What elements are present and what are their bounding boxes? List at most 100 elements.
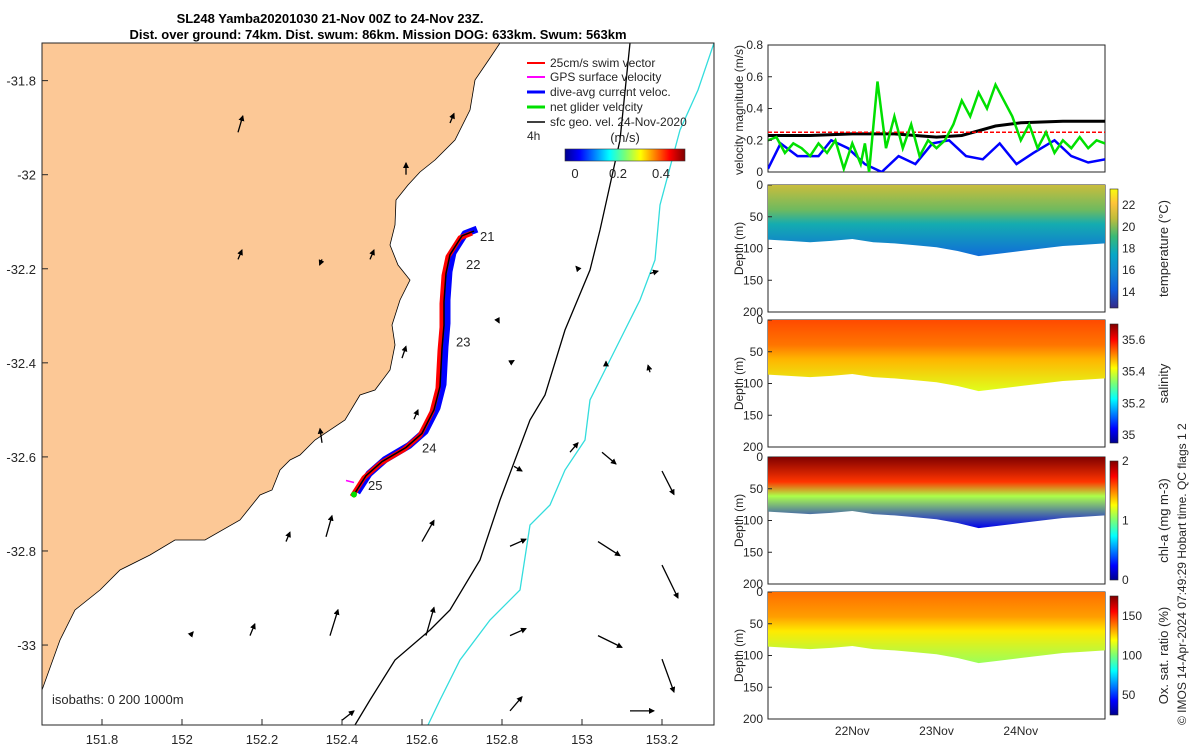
geo-velocity-arrow bbox=[249, 622, 256, 636]
oxygen-ytick-label: 150 bbox=[743, 680, 763, 694]
day-label: 25 bbox=[368, 478, 382, 493]
day-label: 23 bbox=[456, 335, 470, 350]
isobaths-note: isobaths: 0 200 1000m bbox=[52, 692, 184, 707]
chart-title-line2: Dist. over ground: 74km. Dist. swum: 86k… bbox=[129, 27, 626, 42]
geo-velocity-arrow bbox=[421, 519, 435, 542]
salinity-ytick-label: 100 bbox=[743, 377, 763, 391]
geo-velocity-arrow bbox=[646, 364, 653, 373]
legend-4h-label: 4h bbox=[527, 129, 540, 143]
temperature-ytick-label: 200 bbox=[743, 305, 763, 319]
chla-cbtick-label: 1 bbox=[1122, 514, 1129, 528]
glider-track bbox=[345, 225, 479, 498]
colorbar-tick-1: 0.2 bbox=[609, 166, 627, 181]
geo-velocity-arrow bbox=[425, 606, 436, 636]
time-xtick-label: 22Nov bbox=[835, 724, 870, 738]
temperature-cblabel: temperature (°C) bbox=[1156, 200, 1171, 297]
velocity-panel: 0 0.2 0.4 0.6 0.8 velocity magnitude (m/s) bbox=[732, 38, 1106, 179]
map-x-ticks: 151.8 152 152.2 152.4 152.6 152.8 153 153.2 bbox=[86, 719, 678, 747]
geo-velocity-arrow bbox=[341, 710, 355, 721]
geo-velocity-arrow bbox=[569, 442, 579, 453]
temperature-ytick-label: 0 bbox=[756, 178, 763, 192]
velocity-ytick-label: 0 bbox=[756, 165, 763, 179]
map-frame bbox=[41, 42, 715, 726]
geo-velocity-arrow bbox=[661, 658, 676, 694]
chla-ytick-label: 100 bbox=[743, 514, 763, 528]
geo-velocity-arrow bbox=[508, 359, 515, 366]
chla-ytick-label: 0 bbox=[756, 450, 763, 464]
geo-velocity-arrow bbox=[449, 112, 455, 124]
chla-cblabel: chl-a (mg m-3) bbox=[1156, 478, 1171, 563]
oxygen-ytick-label: 100 bbox=[743, 649, 763, 663]
legend-swim-vector-label: 25cm/s swim vector bbox=[550, 56, 655, 70]
day-label: 24 bbox=[422, 440, 436, 455]
sfc-geo-velocity-arrows bbox=[187, 112, 679, 721]
chla-cbtick-label: 2 bbox=[1122, 454, 1129, 468]
oxygen-cbtick-label: 100 bbox=[1122, 649, 1142, 663]
geo-velocity-arrow bbox=[509, 538, 527, 547]
temperature-ylabel: Depth (m) bbox=[732, 222, 746, 275]
day-label: 21 bbox=[480, 229, 494, 244]
velocity-ytick-label: 0.4 bbox=[746, 102, 763, 116]
legend-sfc-geo-label: sfc geo. vel. 24-Nov-2020 bbox=[550, 115, 687, 129]
chla-ytick-label: 50 bbox=[750, 482, 764, 496]
velocity-y-ticks: 0 0.2 0.4 0.6 0.8 bbox=[746, 38, 772, 179]
temperature-cbtick-label: 16 bbox=[1122, 263, 1136, 277]
velocity-series-line bbox=[768, 81, 1105, 172]
temperature-ytick-label: 50 bbox=[750, 210, 764, 224]
chart-title-line1: SL248 Yamba20201030 21-Nov 00Z to 24-Nov… bbox=[177, 11, 484, 26]
oxygen-profile-fill bbox=[768, 592, 1105, 664]
map-y-ticks: -31.8 -32 -32.2 -32.4 -32.6 -32.8 -33 bbox=[6, 74, 48, 653]
map-xtick-label: 152.4 bbox=[326, 732, 359, 747]
temperature-profile-fill bbox=[768, 185, 1105, 257]
oxygen-cblabel: Ox. sat. ratio (%) bbox=[1156, 607, 1171, 705]
isobath-200 bbox=[354, 43, 631, 725]
geo-velocity-arrow bbox=[187, 631, 194, 638]
legend-gps-velocity-label: GPS surface velocity bbox=[550, 70, 661, 84]
geo-velocity-arrow bbox=[513, 465, 523, 472]
geo-velocity-arrow bbox=[369, 249, 375, 260]
map-ytick-label: -32.6 bbox=[6, 450, 36, 465]
time-x-ticks: 22Nov 23Nov 24Nov bbox=[835, 724, 1038, 738]
geo-velocity-arrow bbox=[329, 608, 340, 636]
footer-note: © IMOS 14-Apr-2024 07:49:29 Hobart time.… bbox=[1175, 423, 1189, 725]
colorbar-label: (m/s) bbox=[610, 130, 640, 145]
map-xtick-label: 151.8 bbox=[86, 732, 119, 747]
salinity-cbtick-label: 35 bbox=[1122, 428, 1136, 442]
temperature-colorbar bbox=[1109, 188, 1119, 309]
map-xtick-label: 152 bbox=[171, 732, 193, 747]
salinity-ytick-label: 50 bbox=[750, 345, 764, 359]
map-ytick-label: -32.8 bbox=[6, 544, 36, 559]
chla-ytick-label: 200 bbox=[743, 577, 763, 591]
salinity-profile-fill bbox=[768, 320, 1105, 392]
legend-net-glider-label: net glider velocity bbox=[550, 100, 643, 114]
map-xtick-label: 153 bbox=[571, 732, 593, 747]
salinity-cblabel: salinity bbox=[1156, 363, 1171, 403]
chla-ylabel: Depth (m) bbox=[732, 494, 746, 547]
geo-velocity-arrow bbox=[601, 451, 617, 465]
geo-velocity-arrow bbox=[413, 408, 419, 420]
geo-velocity-arrow bbox=[401, 345, 408, 359]
salinity-panel: 0 50 100 150 200 Depth (m) 35.6 35.4 35.2 35 salin… bbox=[732, 313, 1171, 454]
geo-velocity-arrow bbox=[509, 627, 527, 637]
salinity-ylabel: Depth (m) bbox=[732, 357, 746, 410]
geo-velocity-arrow bbox=[575, 265, 582, 273]
salinity-colorbar bbox=[1109, 323, 1119, 444]
velocity-ytick-label: 0.6 bbox=[746, 70, 763, 84]
map-xtick-label: 152.6 bbox=[406, 732, 439, 747]
track-end-marker bbox=[351, 491, 357, 498]
land-polygon bbox=[42, 43, 501, 691]
map-xtick-label: 152.8 bbox=[486, 732, 519, 747]
isobath-1000 bbox=[427, 43, 714, 725]
oxygen-ylabel: Depth (m) bbox=[732, 629, 746, 682]
temperature-cbtick-label: 14 bbox=[1122, 285, 1136, 299]
geo-velocity-arrow bbox=[285, 531, 291, 542]
salinity-ytick-label: 200 bbox=[743, 440, 763, 454]
glider-path-line bbox=[353, 230, 475, 495]
time-xtick-label: 24Nov bbox=[1003, 724, 1038, 738]
chla-panel: 0 50 100 150 200 Depth (m) 2 1 0 chl-a (mg m-3) bbox=[732, 450, 1171, 591]
temperature-cbtick-label: 18 bbox=[1122, 242, 1136, 256]
geo-velocity-arrow bbox=[597, 635, 623, 648]
